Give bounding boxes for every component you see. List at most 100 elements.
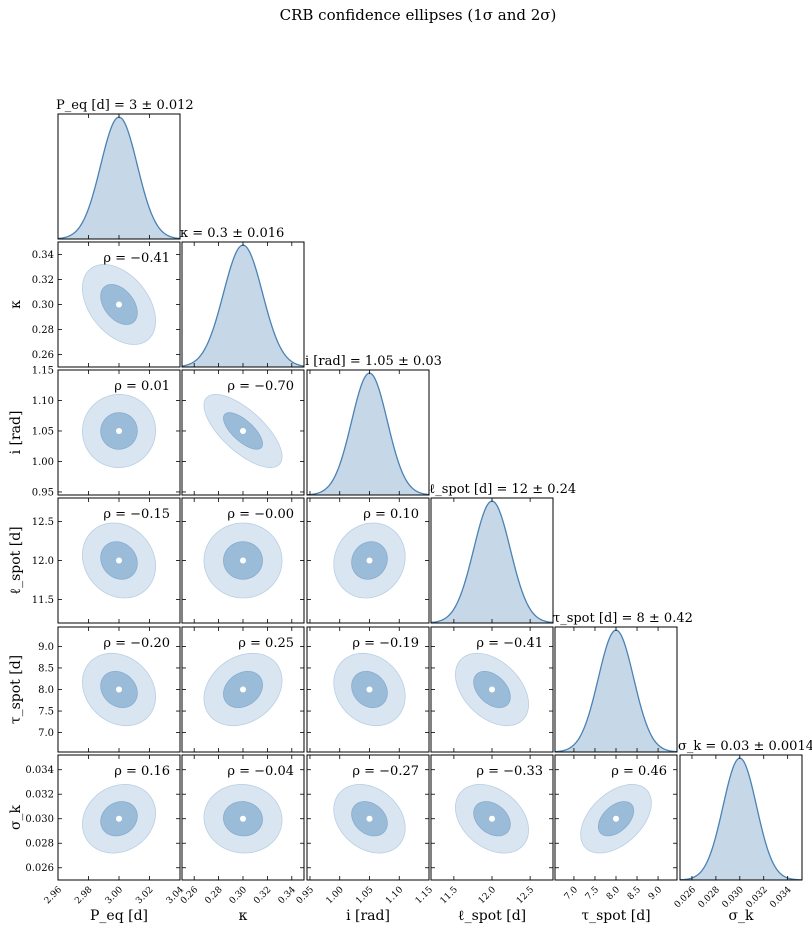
- panel-content: [431, 500, 553, 623]
- y-tick-label: 0.032: [25, 790, 54, 801]
- diagonal-title: P_eq [d] = 3 ± 0.012: [56, 98, 194, 113]
- panel-content: [333, 784, 406, 854]
- center-point: [116, 301, 122, 308]
- x-tick-label: 8.5: [626, 885, 643, 902]
- x-tick-label: 1.05: [354, 885, 375, 906]
- ellipse-panel-s-t: ρ = 0.46 7.0 7.5 8.0 8.5 9.0: [554, 754, 678, 902]
- y-tick-label: 0.034: [25, 765, 54, 776]
- correlation-label: ρ = 0.10: [363, 507, 419, 522]
- x-tick-label: 0.30: [228, 885, 249, 906]
- x-tick-label: 0.026: [673, 885, 698, 910]
- center-point: [613, 815, 619, 822]
- y-tick-label: 0.32: [32, 275, 54, 286]
- y-tick-label: 1.05: [32, 426, 54, 437]
- x-axis-label-l: ℓ_spot [d]: [458, 908, 526, 924]
- y-axis-label-i: i [rad]: [8, 411, 24, 455]
- y-axis-label-s: σ_k: [8, 804, 24, 830]
- x-tick-label: 9.0: [647, 885, 664, 902]
- panel-content: [307, 372, 429, 495]
- x-axis-label-t: τ_spot [d]: [581, 908, 650, 924]
- correlation-label: ρ = −0.00: [227, 507, 294, 522]
- y-tick-label: 9.0: [38, 642, 54, 653]
- panel-content: [455, 652, 529, 727]
- diagonal-panel-P: P_eq [d] = 3 ± 0.012: [56, 98, 194, 240]
- x-tick-label: 0.030: [721, 885, 746, 910]
- ellipse-panel-l-P: ρ = −0.15 11.5 12.0 12.5: [32, 497, 181, 624]
- correlation-label: ρ = 0.16: [114, 764, 170, 779]
- diagonal-title: ℓ_spot [d] = 12 ± 0.24: [429, 482, 576, 497]
- center-point: [240, 427, 246, 434]
- x-tick-label: 3.00: [104, 885, 125, 906]
- y-tick-label: 0.34: [32, 250, 54, 261]
- x-tick-label: 2.96: [43, 885, 64, 906]
- x-axis-label-P: P_eq [d]: [90, 908, 148, 924]
- y-axis-label-k: κ: [8, 300, 24, 309]
- center-point: [240, 557, 246, 564]
- correlation-label: ρ = 0.25: [238, 636, 294, 651]
- x-tick-label: 0.28: [203, 885, 224, 906]
- ellipse-panel-l-i: ρ = 0.10: [306, 497, 430, 624]
- panel-content: [555, 629, 677, 752]
- y-tick-label: 0.028: [25, 839, 54, 850]
- center-point: [366, 557, 373, 564]
- diagonal-panel-l: ℓ_spot [d] = 12 ± 0.24: [429, 482, 576, 624]
- gaussian-fill: [307, 373, 429, 495]
- panel-content: [580, 784, 652, 854]
- center-point: [116, 557, 122, 564]
- x-tick-label: 1.00: [325, 885, 346, 906]
- y-tick-label: 7.5: [38, 707, 54, 718]
- center-point: [240, 686, 246, 693]
- center-point: [366, 815, 373, 822]
- panel-content: [81, 393, 157, 468]
- x-tick-label: 0.26: [179, 885, 200, 906]
- panel-content: [203, 784, 283, 854]
- diagonal-title: κ = 0.3 ± 0.016: [180, 226, 284, 241]
- y-tick-label: 0.95: [32, 487, 54, 498]
- ellipse-panel-s-P: ρ = 0.162.96 2.98 3.00 3.02 3.040.0260.0280.…: [25, 754, 186, 906]
- gaussian-fill: [680, 758, 802, 880]
- y-tick-label: 0.30: [32, 300, 54, 311]
- ellipse-panel-i-P: ρ = 0.01 0.95 1.00 1.05 1.10 1.15: [32, 366, 181, 498]
- correlation-label: ρ = −0.41: [476, 636, 543, 651]
- y-tick-label: 1.00: [32, 457, 54, 468]
- correlation-label: ρ = −0.15: [103, 507, 170, 522]
- y-tick-label: 12.5: [32, 517, 54, 528]
- diagonal-panel-t: τ_spot [d] = 8 ± 0.42: [553, 611, 693, 753]
- x-tick-label: 8.0: [605, 885, 622, 902]
- panel-frame: [679, 754, 803, 881]
- x-tick-label: 2.98: [73, 885, 94, 906]
- ellipse-panel-s-k: ρ = −0.04 0.26 0.28 0.30 0.32 0.34: [179, 754, 305, 906]
- y-tick-label: 1.10: [32, 396, 54, 407]
- gaussian-fill: [555, 630, 677, 752]
- diagonal-panel-i: i [rad] = 1.05 ± 0.03: [305, 354, 442, 496]
- ellipse-panel-s-i: ρ = −0.27 0.95 1.00 1.05 1.10 1.15: [295, 754, 435, 906]
- gaussian-curve: [680, 757, 802, 880]
- diagonal-title: τ_spot [d] = 8 ± 0.42: [553, 611, 693, 626]
- center-point: [366, 686, 373, 693]
- panel-content: [58, 116, 180, 239]
- x-axis-label-s: σ_k: [728, 908, 754, 924]
- y-axis-label-t: τ_spot [d]: [8, 655, 24, 724]
- correlation-label: ρ = 0.46: [611, 764, 667, 779]
- correlation-label: ρ = −0.33: [476, 764, 543, 779]
- gaussian-fill: [431, 501, 553, 623]
- gaussian-fill: [182, 245, 304, 367]
- panel-content: [82, 264, 156, 345]
- y-tick-label: 0.030: [25, 814, 54, 825]
- diagonal-panel-k: κ = 0.3 ± 0.016: [180, 226, 305, 368]
- panel-content: [203, 394, 283, 468]
- diagonal-panel-s: σ_k = 0.03 ± 0.0014 0.0260.0280.0300.0320…: [673, 739, 812, 910]
- correlation-label: ρ = −0.70: [227, 379, 294, 394]
- x-tick-label: 3.02: [134, 885, 155, 906]
- panel-frame: [306, 369, 430, 496]
- panel-content: [82, 522, 156, 599]
- y-tick-label: 12.0: [32, 556, 54, 567]
- ellipse-panel-s-l: ρ = −0.33 11.5 12.0 12.5: [430, 754, 554, 906]
- x-axis-label-i: i [rad]: [346, 908, 390, 924]
- ellipse-panel-t-l: ρ = −0.41: [430, 626, 554, 753]
- panel-content: [680, 757, 802, 880]
- x-tick-label: 12.0: [477, 885, 498, 906]
- x-tick-label: 0.034: [768, 885, 793, 910]
- x-tick-label: 12.5: [515, 885, 536, 906]
